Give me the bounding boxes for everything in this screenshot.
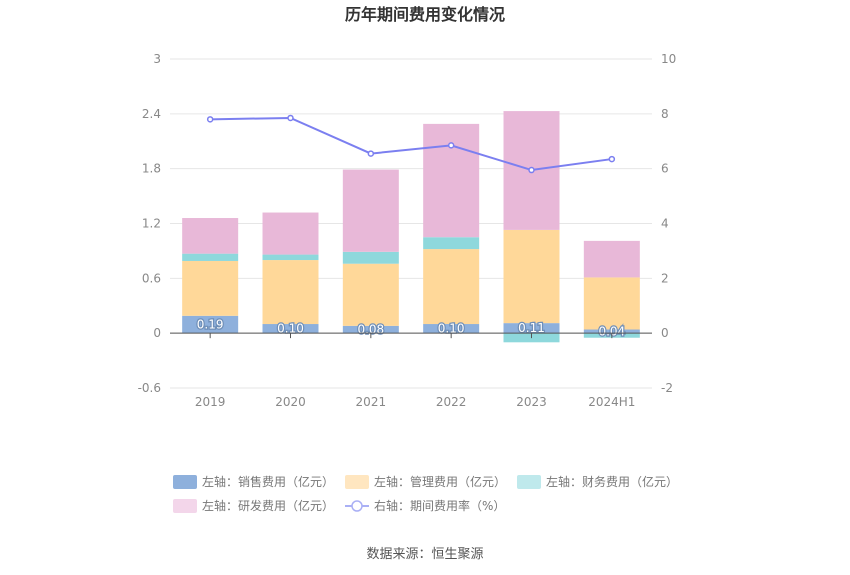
data-label: 0.04	[598, 324, 625, 338]
bar-segment-4	[342, 169, 399, 252]
legend-label: 左轴：研发费用（亿元）	[202, 498, 334, 513]
legend-item-5[interactable]: 右轴：期间费用率（%）	[345, 498, 505, 513]
legend-item-1[interactable]: 左轴：销售费用（亿元）	[173, 474, 334, 489]
rate-point	[608, 155, 616, 163]
bar-segment-3	[262, 254, 319, 261]
data-label: 0.19	[197, 317, 224, 331]
data-labels: 0.19 0.10 0.08 0.10 0.11 0.04	[196, 316, 627, 339]
chart-title: 历年期间费用变化情况	[345, 5, 505, 24]
right-axis: -2 0 2 4 6 8 10	[661, 52, 676, 395]
left-tick-label: 0.6	[142, 271, 161, 285]
left-tick-label: 1.8	[142, 162, 161, 176]
legend-item-3[interactable]: 左轴：财务费用（亿元）	[517, 474, 678, 489]
rate-line	[206, 114, 616, 174]
left-tick-label: 1.2	[142, 217, 161, 231]
legend-marker	[351, 500, 363, 512]
x-tick-label: 2021	[356, 395, 387, 409]
left-tick-label: -0.6	[138, 381, 161, 395]
grid	[170, 58, 652, 389]
bar-segment-3	[182, 253, 239, 261]
left-axis: -0.6 0 0.6 1.2 1.8 2.4 3	[138, 52, 161, 395]
bar-segment-1	[503, 323, 560, 334]
bar-segment-2	[182, 260, 239, 316]
legend-item-2[interactable]: 左轴：管理费用（亿元）	[345, 474, 506, 489]
rate-line-path	[210, 116, 612, 172]
legend-label: 左轴：财务费用（亿元）	[546, 474, 678, 489]
legend-label: 右轴：期间费用率（%）	[374, 498, 505, 513]
bar-segment-4	[262, 212, 319, 255]
x-tick-label: 2022	[436, 395, 467, 409]
rate-point	[447, 142, 455, 149]
rate-point	[287, 114, 294, 122]
legend-swatch	[345, 475, 369, 489]
bar-segment-4	[423, 123, 480, 238]
rate-point	[206, 116, 214, 123]
x-tick-label: 2019	[195, 395, 226, 409]
legend-label: 左轴：销售费用（亿元）	[202, 474, 334, 489]
data-label: 0.11	[518, 321, 545, 335]
bar-segment-4	[182, 218, 239, 254]
right-tick-label: -2	[661, 381, 673, 395]
bar-segment-2	[583, 277, 640, 330]
rate-point	[367, 150, 375, 157]
source-note: 数据来源：恒生聚源	[366, 547, 483, 562]
right-tick-label: 6	[661, 162, 669, 176]
bar-segment-1	[182, 315, 239, 334]
right-tick-label: 2	[661, 271, 669, 285]
left-tick-label: 0	[153, 326, 161, 340]
right-tick-label: 0	[661, 326, 669, 340]
right-tick-label: 8	[661, 107, 669, 121]
left-tick-label: 3	[153, 52, 161, 66]
bar-segment-2	[503, 229, 560, 324]
x-tick-label: 2023	[516, 395, 547, 409]
left-tick-label: 2.4	[142, 107, 161, 121]
bar-segment-2	[262, 260, 319, 325]
bar-segment-3	[342, 251, 399, 264]
bar-segment-2	[342, 263, 399, 326]
bar-segment-4	[583, 240, 640, 278]
bar-segment-3	[423, 237, 480, 250]
bar-segment-1	[423, 324, 480, 334]
legend-swatch	[173, 499, 197, 513]
rate-point	[528, 166, 535, 174]
legend-item-4[interactable]: 左轴：研发费用（亿元）	[173, 498, 334, 513]
legend-label: 左轴：管理费用（亿元）	[374, 474, 506, 489]
bar-segment-1	[342, 325, 399, 334]
right-tick-label: 4	[661, 217, 669, 231]
bars	[182, 111, 640, 343]
x-tick-label: 2024H1	[588, 395, 635, 409]
bar-segment-1	[583, 329, 640, 334]
legend-swatch	[173, 475, 197, 489]
legend[interactable]: 左轴：销售费用（亿元） 左轴：管理费用（亿元） 左轴：财务费用（亿元） 左轴：研发费用…	[173, 474, 678, 513]
legend-swatch	[517, 475, 541, 489]
x-axis: 2019 2020 2021 2022 2023 2024H1	[170, 332, 652, 409]
x-tick-label: 2020	[275, 395, 306, 409]
bar-segment-2	[423, 249, 480, 325]
right-tick-label: 10	[661, 52, 676, 66]
bar-segment-1	[262, 324, 319, 334]
